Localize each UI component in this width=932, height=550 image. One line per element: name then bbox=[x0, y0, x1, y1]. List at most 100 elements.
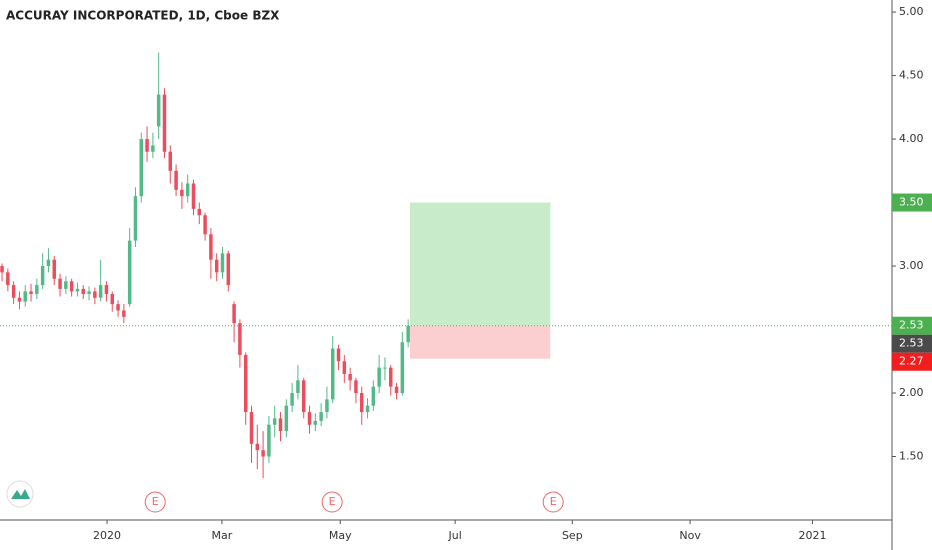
candle-body bbox=[174, 170, 178, 190]
candle-body bbox=[365, 405, 370, 413]
candle-body bbox=[29, 291, 33, 294]
candle-body bbox=[383, 367, 387, 369]
chart-title: ACCURAY INCORPORATED, 1D, Cboe BZX bbox=[6, 9, 280, 23]
candle-body bbox=[406, 325, 410, 343]
candle-body bbox=[75, 288, 80, 292]
candle-body bbox=[336, 348, 341, 362]
candle-body bbox=[162, 94, 167, 152]
candle-body bbox=[243, 354, 248, 413]
candle-body bbox=[98, 285, 103, 298]
y-tick-label: 3.00 bbox=[899, 259, 924, 272]
candle-body bbox=[238, 323, 242, 355]
candle-body bbox=[400, 342, 405, 394]
candle-body bbox=[249, 412, 254, 444]
candle-body bbox=[255, 443, 260, 451]
x-tick-label: May bbox=[329, 529, 352, 542]
earnings-label: E bbox=[329, 495, 336, 508]
candle-body bbox=[40, 266, 45, 286]
price-label-bg bbox=[892, 316, 932, 335]
candle-body bbox=[226, 253, 231, 286]
x-tick-label: Sep bbox=[562, 529, 583, 542]
candle-body bbox=[290, 393, 294, 406]
candle-body bbox=[388, 367, 393, 387]
candle-body bbox=[151, 145, 155, 152]
candle-body bbox=[168, 151, 173, 171]
candle-body bbox=[127, 240, 132, 305]
price-label-bg bbox=[892, 334, 932, 353]
candle-body bbox=[296, 380, 300, 394]
price-label: 2.53 bbox=[899, 337, 924, 350]
earnings-marker bbox=[321, 491, 343, 513]
candle-body bbox=[307, 412, 312, 425]
candle-body bbox=[377, 367, 381, 387]
candle-body bbox=[185, 183, 190, 197]
candle-body bbox=[156, 94, 161, 127]
candle-body bbox=[81, 288, 85, 294]
candle-body bbox=[348, 373, 352, 381]
candle-body bbox=[209, 234, 213, 260]
candle-body bbox=[284, 405, 289, 432]
candle-body bbox=[64, 281, 68, 289]
candle-body bbox=[301, 380, 306, 413]
earnings-marker bbox=[542, 491, 564, 513]
candle-body bbox=[58, 278, 62, 289]
candle-body bbox=[261, 450, 265, 457]
price-label: 2.53 bbox=[899, 319, 924, 332]
candle-body bbox=[17, 297, 22, 302]
candle-body bbox=[371, 386, 376, 406]
candle-body bbox=[69, 281, 74, 292]
candle-body bbox=[116, 304, 120, 311]
price-label-bg bbox=[892, 193, 932, 212]
earnings-label: E bbox=[550, 495, 557, 508]
candle-body bbox=[342, 361, 347, 374]
candle-body bbox=[267, 424, 271, 457]
candle-body bbox=[359, 393, 364, 413]
candle-body bbox=[197, 208, 202, 216]
candle-body bbox=[191, 183, 196, 209]
candle-body bbox=[145, 139, 149, 152]
candle-body bbox=[272, 418, 277, 425]
candle-body bbox=[232, 304, 236, 324]
y-tick-label: 4.50 bbox=[899, 69, 924, 82]
candle-body bbox=[330, 348, 335, 400]
candle-body bbox=[93, 291, 97, 298]
candle-body bbox=[133, 196, 138, 241]
candle-body bbox=[203, 215, 207, 235]
x-tick-label: 2021 bbox=[799, 529, 827, 542]
candle-body bbox=[104, 285, 109, 294]
candle-body bbox=[122, 310, 126, 317]
candle-body bbox=[23, 291, 27, 302]
x-tick-label: Nov bbox=[679, 529, 701, 542]
candle-body bbox=[220, 253, 225, 273]
x-tick-label: Jul bbox=[447, 529, 461, 542]
y-tick-label: 1.50 bbox=[899, 450, 924, 463]
candle-body bbox=[110, 293, 115, 305]
price-label: 2.27 bbox=[899, 355, 924, 368]
candle-body bbox=[325, 399, 329, 413]
candle-body bbox=[87, 291, 91, 294]
loss-zone bbox=[409, 325, 551, 359]
x-tick-label: 2020 bbox=[93, 529, 121, 542]
price-label-bg bbox=[892, 352, 932, 371]
profit-zone bbox=[409, 202, 551, 326]
candle-body bbox=[313, 420, 318, 425]
candle-body bbox=[46, 259, 51, 267]
earnings-marker bbox=[144, 491, 166, 513]
candle-body bbox=[319, 412, 323, 421]
candle-body bbox=[0, 266, 4, 273]
x-tick-label: Mar bbox=[212, 529, 233, 542]
y-tick-label: 4.00 bbox=[899, 132, 924, 145]
candle-body bbox=[35, 285, 39, 294]
candle-body bbox=[52, 259, 56, 279]
candle-body bbox=[6, 272, 10, 286]
candle-body bbox=[214, 259, 219, 273]
candle-body bbox=[394, 386, 399, 394]
candle-body bbox=[354, 380, 358, 394]
earnings-label: E bbox=[152, 495, 159, 508]
candle-body bbox=[11, 285, 16, 298]
y-tick-label: 5.00 bbox=[899, 5, 924, 18]
price-label: 3.50 bbox=[899, 196, 924, 209]
candle-body bbox=[278, 418, 283, 432]
candle-body bbox=[180, 189, 184, 197]
